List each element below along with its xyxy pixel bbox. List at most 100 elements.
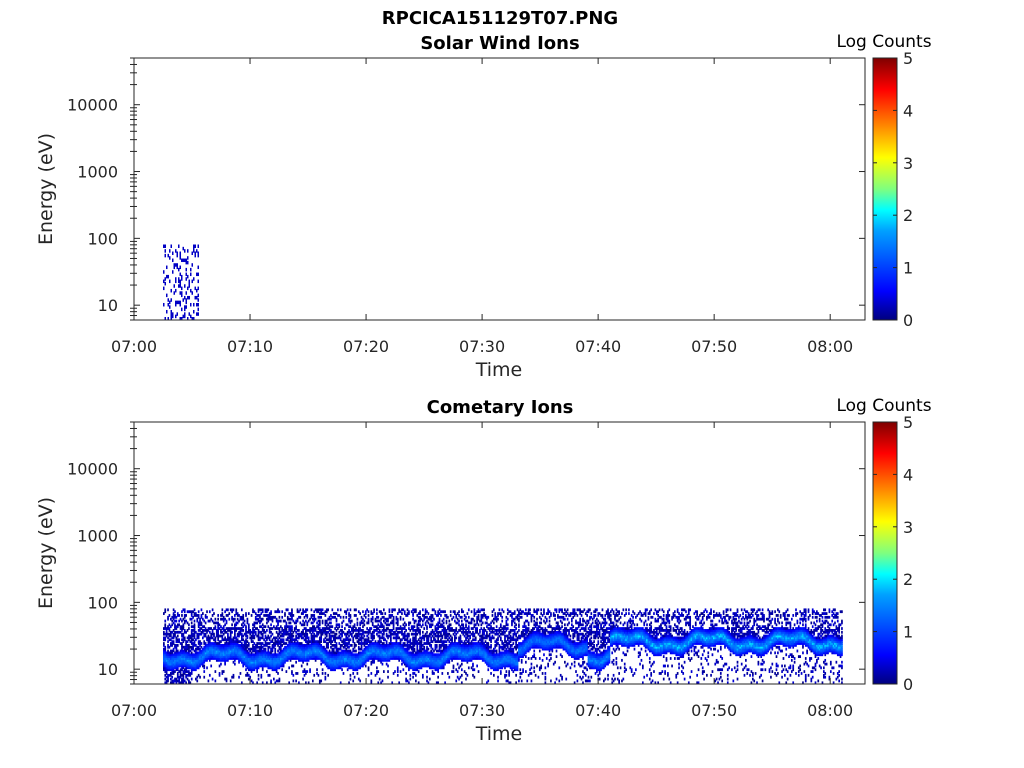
heatmap-cell [484, 645, 487, 649]
heatmap-cell [352, 636, 355, 640]
heatmap-cell [381, 623, 384, 627]
heatmap-cell [214, 645, 217, 649]
heatmap-cell [479, 653, 481, 657]
heatmap-cell [172, 636, 175, 640]
heatmap-cell [203, 675, 206, 679]
heatmap-cell [353, 658, 356, 662]
heatmap-cell [207, 645, 210, 649]
heatmap-cell [181, 643, 183, 647]
heatmap-cell [200, 657, 203, 660]
heatmap-cell [394, 642, 396, 645]
heatmap-cell [330, 662, 332, 666]
heatmap-cell [352, 666, 355, 670]
heatmap-cell [252, 647, 254, 651]
heatmap-cell [415, 634, 417, 638]
heatmap-cell [341, 668, 343, 672]
heatmap-cell [261, 617, 264, 621]
heatmap-cell [228, 649, 231, 653]
heatmap-cell [236, 621, 239, 625]
heatmap-cell [369, 647, 371, 651]
heatmap-cell [293, 653, 296, 657]
heatmap-cell [466, 619, 469, 623]
heatmap-cell [259, 651, 261, 655]
heatmap-cell [420, 638, 423, 642]
heatmap-cell [227, 658, 229, 662]
heatmap-cell [409, 658, 412, 662]
heatmap-cell [467, 627, 470, 630]
heatmap-cell [410, 666, 413, 670]
heatmap-cell [187, 256, 189, 260]
heatmap-cell [445, 640, 448, 644]
heatmap-cell [260, 645, 263, 649]
heatmap-cell [208, 643, 211, 647]
heatmap-cell [383, 647, 385, 651]
heatmap-cell [363, 634, 366, 638]
heatmap-cell [395, 645, 398, 649]
heatmap-cell [228, 627, 231, 630]
heatmap-cell [332, 612, 335, 615]
heatmap-cell [292, 614, 295, 617]
heatmap-cell [264, 655, 267, 659]
heatmap-cell [165, 655, 168, 659]
heatmap-cell [257, 651, 260, 655]
heatmap-cell [477, 623, 480, 627]
heatmap-cell [228, 647, 231, 651]
heatmap-cell [459, 642, 462, 645]
heatmap-cell [231, 608, 233, 612]
heatmap-cell [240, 638, 243, 642]
heatmap-cell [271, 664, 274, 668]
heatmap-cell [438, 658, 441, 662]
heatmap-cell [234, 643, 236, 647]
heatmap-cell [445, 649, 448, 653]
heatmap-cell [447, 653, 449, 657]
heatmap-cell [215, 647, 218, 651]
heatmap-cell [165, 662, 168, 666]
heatmap-cell [486, 651, 488, 655]
heatmap-cell [242, 647, 245, 651]
heatmap-cell [208, 610, 211, 614]
heatmap-cell [204, 645, 207, 649]
heatmap-cell [252, 660, 254, 664]
heatmap-cell [167, 675, 169, 679]
heatmap-cell [234, 657, 236, 660]
heatmap-cell [408, 660, 410, 664]
heatmap-cell [218, 649, 221, 653]
heatmap-cell [435, 657, 438, 660]
heatmap-cell [458, 636, 460, 640]
heatmap-cell [249, 664, 252, 668]
heatmap-cell [228, 638, 231, 642]
heatmap-cell [348, 619, 350, 623]
heatmap-cell [277, 679, 279, 683]
heatmap-cell [359, 666, 362, 670]
heatmap-cell [165, 666, 168, 670]
heatmap-cell [324, 653, 327, 657]
heatmap-cell [380, 623, 382, 627]
heatmap-cell [317, 655, 320, 659]
heatmap-cell [247, 677, 250, 681]
heatmap-cell [442, 649, 445, 653]
heatmap-cell [206, 647, 208, 651]
heatmap-cell [456, 612, 459, 615]
heatmap-cell [296, 610, 299, 614]
heatmap-cell [305, 629, 307, 632]
heatmap-cell [181, 291, 183, 295]
heatmap-cell [452, 664, 455, 668]
heatmap-cell [341, 653, 343, 657]
heatmap-cell [472, 627, 474, 630]
heatmap-cell [320, 653, 323, 657]
heatmap-cell [490, 651, 492, 655]
heatmap-cell [179, 302, 182, 307]
heatmap-cell [271, 643, 274, 647]
heatmap-cell [268, 614, 271, 617]
heatmap-cell [285, 657, 288, 660]
heatmap-cell [182, 645, 185, 649]
heatmap-cell [328, 649, 331, 653]
heatmap-cell [335, 625, 338, 629]
heatmap-cell [448, 655, 451, 659]
heatmap-cell [447, 672, 449, 675]
heatmap-cell [261, 660, 264, 664]
heatmap-cell [169, 632, 172, 636]
heatmap-cell [210, 636, 213, 640]
heatmap-cell [392, 615, 395, 619]
